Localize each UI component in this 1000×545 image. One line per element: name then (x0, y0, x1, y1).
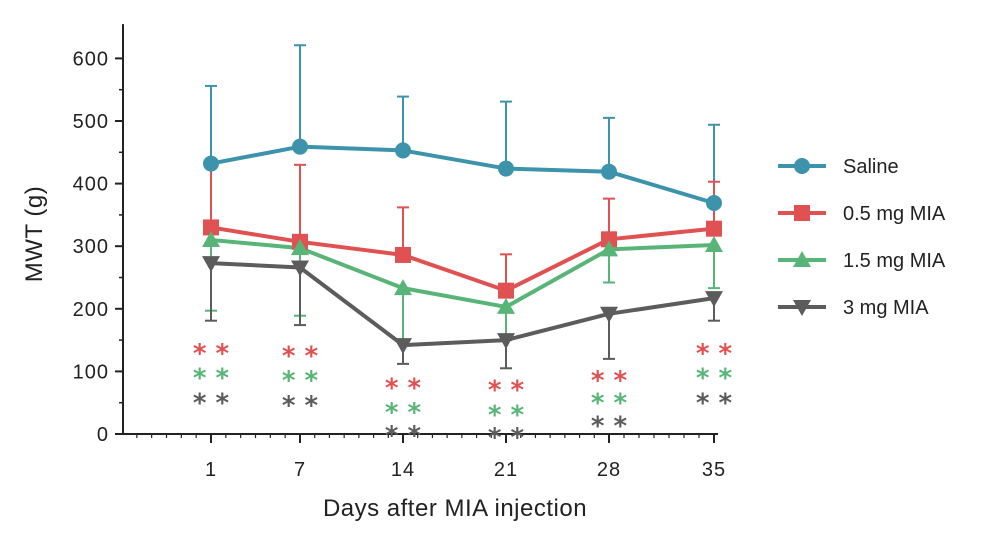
significance-annotations: * ** ** ** ** ** ** ** ** ** ** ** ** **… (193, 339, 733, 453)
x-tick-label: 7 (294, 459, 306, 481)
series-lines (210, 144, 715, 348)
square-marker (706, 220, 722, 237)
legend-label: 1.5 mg MIA (843, 250, 946, 272)
circle-marker (601, 163, 617, 180)
y-tick-label: 0 (97, 424, 109, 446)
x-tick-label: 28 (597, 459, 621, 481)
triangle-down-marker (793, 300, 811, 316)
circle-marker (794, 158, 810, 174)
significance-stars: * * (591, 412, 628, 442)
axes: 0 100 200 300 400 500 600 1 7 14 21 28 35 (73, 24, 726, 481)
significance-stars: * * (282, 366, 319, 396)
y-tick-label: 600 (73, 48, 109, 70)
y-axis-title: MWT (g) (21, 186, 48, 282)
square-marker (498, 282, 514, 299)
triangle-up-marker (202, 230, 220, 247)
triangle-down-marker (497, 333, 515, 350)
significance-stars: * * (696, 388, 733, 418)
x-axis-title: Days after MIA injection (323, 495, 587, 522)
y-tick-label: 400 (73, 174, 109, 196)
series-line (210, 225, 715, 293)
significance-stars: * * (193, 388, 230, 418)
significance-stars: * * (591, 388, 628, 418)
significance-stars: * * (385, 398, 422, 428)
legend-label: 3 mg MIA (843, 297, 929, 319)
legend-label: 0.5 mg MIA (843, 203, 946, 225)
y-tick-label: 500 (73, 111, 109, 133)
legend-label: Saline (843, 156, 899, 178)
triangle-up-marker (291, 239, 309, 256)
triangle-down-marker (600, 306, 618, 323)
significance-stars: * * (193, 339, 230, 369)
significance-stars: * * (488, 375, 525, 405)
triangle-up-marker (793, 251, 811, 267)
significance-stars: * * (488, 400, 525, 430)
x-tick-label: 14 (391, 459, 415, 481)
triangle-up-marker (600, 240, 618, 257)
legend: Saline 0.5 mg MIA 1.5 mg MIA 3 mg MIA (778, 156, 946, 319)
triangle-up-marker (497, 297, 515, 314)
triangle-down-marker (394, 338, 412, 355)
significance-stars: * * (591, 366, 628, 396)
series-line (210, 144, 715, 205)
y-tick-label: 200 (73, 299, 109, 321)
significance-stars: * * (282, 341, 319, 371)
square-marker (395, 246, 411, 263)
y-tick-label: 300 (73, 236, 109, 258)
significance-stars: * * (385, 421, 422, 451)
x-tick-label: 1 (205, 459, 217, 481)
square-marker (794, 205, 810, 221)
circle-marker (706, 195, 722, 212)
series-markers (202, 138, 723, 355)
significance-stars: * * (696, 339, 733, 369)
triangle-up-marker (705, 235, 723, 252)
significance-stars: * * (488, 423, 525, 453)
x-tick-label: 35 (702, 459, 726, 481)
significance-stars: * * (282, 391, 319, 421)
x-tick-label: 21 (494, 459, 518, 481)
square-marker (601, 231, 617, 248)
series-line (210, 237, 715, 309)
y-tick-label: 100 (73, 361, 109, 383)
significance-stars: * * (385, 373, 422, 403)
series-line (210, 261, 715, 348)
circle-marker (292, 138, 308, 155)
square-marker (203, 219, 219, 236)
error-bars (205, 44, 720, 370)
triangle-down-marker (705, 291, 723, 308)
triangle-down-marker (291, 260, 309, 277)
significance-stars: * * (193, 363, 230, 393)
circle-marker (395, 142, 411, 159)
triangle-down-marker (202, 256, 220, 273)
triangle-up-marker (394, 279, 412, 296)
significance-stars: * * (696, 363, 733, 393)
circle-marker (203, 155, 219, 172)
circle-marker (498, 160, 514, 177)
